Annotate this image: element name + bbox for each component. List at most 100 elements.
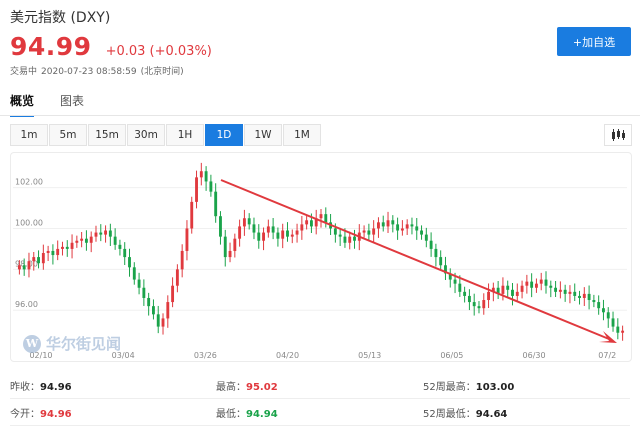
candle-body: [396, 224, 400, 231]
candle-body: [501, 285, 505, 294]
stat-52w-low: 52周最低：94.64: [423, 408, 508, 420]
candle-body: [156, 314, 160, 327]
period-1mo[interactable]: 1M: [283, 124, 321, 146]
x-tick-label: 03/04: [112, 351, 135, 360]
candle-body: [108, 230, 112, 237]
candle-body: [190, 201, 194, 229]
candle-body: [223, 236, 227, 258]
x-tick-label: 03/26: [194, 351, 217, 360]
candle-body: [348, 236, 352, 243]
period-1m[interactable]: 1m: [10, 124, 48, 146]
stats-row: 今开：94.96 最低：94.94 52周最低：94.64: [10, 399, 630, 426]
stats-row: 昨收：94.96 最高：95.02 52周最高：103.00: [10, 372, 630, 399]
candle-body: [290, 234, 294, 237]
stat-prev-close: 昨收：94.96: [10, 381, 72, 393]
candle-body: [496, 287, 500, 294]
period-15m[interactable]: 15m: [88, 124, 126, 146]
candle-body: [554, 287, 558, 292]
candle-body: [94, 232, 98, 237]
candle-body: [582, 293, 586, 298]
candle-body: [558, 289, 562, 292]
candle-body: [578, 295, 581, 298]
candle-body: [511, 289, 514, 296]
candle-body: [37, 257, 40, 264]
price-change: +0.03 (+0.03%): [105, 44, 212, 59]
add-to-watchlist-button[interactable]: +加自选: [557, 27, 631, 56]
candle-body: [161, 318, 165, 327]
candle-body: [592, 300, 596, 303]
candle-body: [185, 228, 189, 251]
candle-body: [128, 257, 131, 268]
candle-body: [472, 302, 476, 307]
candle-body: [46, 250, 50, 253]
last-price: 94.99: [10, 32, 92, 61]
candle-body: [257, 232, 261, 241]
candle-body: [204, 171, 208, 182]
candle-body: [362, 230, 366, 233]
candle-body: [343, 236, 347, 243]
candle-body: [214, 191, 218, 217]
candle-body: [295, 230, 299, 235]
status-label: 交易中: [10, 67, 38, 77]
candle-body: [84, 238, 88, 243]
candle-body: [123, 248, 127, 258]
watermark: W 华尔街见闻: [23, 333, 121, 354]
period-1d[interactable]: 1D: [205, 124, 243, 146]
trade-status: 交易中 2020-07-23 08:58:59 (北京时间): [10, 64, 188, 77]
candle-body: [61, 246, 64, 249]
period-1w[interactable]: 1W: [244, 124, 282, 146]
candle-body: [104, 230, 108, 235]
candle-body: [386, 220, 390, 227]
candle-body: [65, 246, 69, 249]
candle-body: [271, 226, 275, 233]
candle-body: [314, 218, 318, 227]
candle-body: [482, 300, 486, 309]
instrument-title: 美元指数 (DXY): [10, 10, 111, 26]
period-1h[interactable]: 1H: [166, 124, 204, 146]
candle-body: [424, 234, 428, 241]
tab-chart[interactable]: 图表: [60, 94, 85, 108]
x-tick-label: 02/10: [29, 351, 52, 360]
period-5m[interactable]: 5m: [49, 124, 87, 146]
tab-overview[interactable]: 概览: [10, 92, 35, 117]
price-chart[interactable]: 102.00 100.00 98.00 96.00 02/10 03/04 03/26 04/…: [10, 152, 632, 362]
chart-type-button[interactable]: [604, 124, 632, 146]
candle-body: [463, 291, 467, 296]
candle-body: [247, 218, 251, 225]
candle-body: [487, 291, 490, 301]
candle-body: [530, 281, 534, 288]
candle-body: [453, 279, 457, 284]
trend-arrow-head: [599, 331, 617, 343]
candle-body: [300, 224, 304, 231]
candle-body: [405, 224, 409, 229]
candle-body: [281, 230, 285, 239]
timezone-label: (北京时间): [140, 67, 184, 77]
candle-body: [252, 224, 256, 233]
view-tabs: 概览 图表: [10, 92, 110, 117]
candle-body: [544, 279, 548, 286]
stat-high: 最高：95.02: [216, 381, 278, 393]
candle-body: [410, 224, 414, 227]
candle-body: [132, 267, 136, 280]
period-30m[interactable]: 30m: [127, 124, 165, 146]
candle-body: [41, 253, 45, 264]
candle-body: [166, 302, 170, 319]
x-tick-label: 05/13: [358, 351, 381, 360]
candle-body: [147, 297, 151, 307]
candle-body: [80, 238, 84, 241]
candle-body: [238, 226, 242, 239]
candle-body: [195, 177, 198, 202]
stat-52w-high: 52周最高：103.00: [423, 381, 515, 393]
candle-body: [515, 291, 519, 296]
candle-body: [99, 232, 103, 235]
candle-body: [602, 308, 605, 313]
quote-stats: 昨收：94.96 最高：95.02 52周最高：103.00 今开：94.96 …: [10, 372, 630, 426]
candle-body: [51, 250, 55, 256]
candle-body: [319, 214, 323, 219]
candle-body: [448, 273, 452, 280]
candle-body: [420, 230, 423, 235]
candle-body: [333, 228, 337, 235]
candle-body: [56, 248, 60, 256]
trend-arrow: [220, 179, 610, 340]
candle-body: [597, 302, 601, 309]
